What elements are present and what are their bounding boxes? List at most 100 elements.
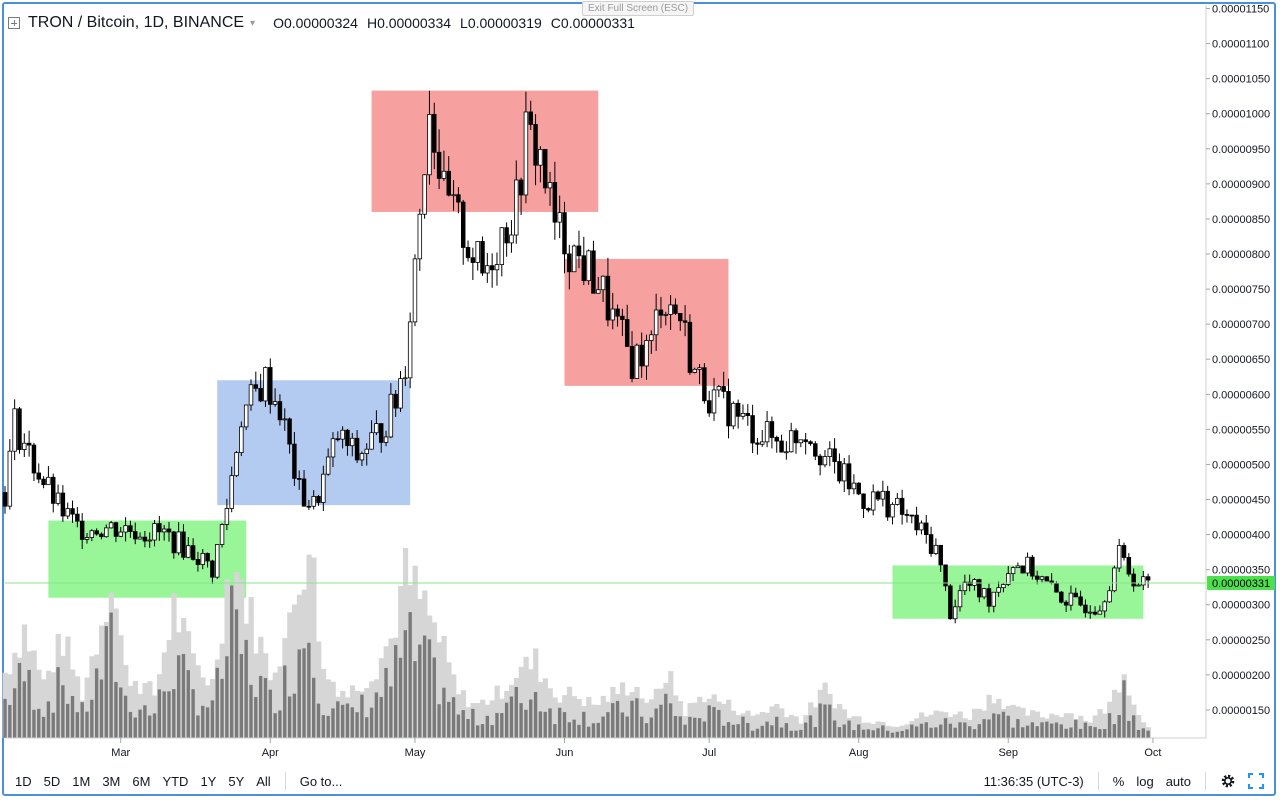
- volume-bar: [832, 720, 837, 738]
- range-1y-button[interactable]: 1Y: [200, 773, 217, 789]
- volume-bar: [813, 727, 818, 738]
- candle-down: [1020, 565, 1025, 574]
- goto-button[interactable]: Go to...: [299, 773, 343, 789]
- candle-down: [533, 124, 538, 166]
- volume-bar: [46, 701, 51, 738]
- candle-up: [12, 408, 17, 452]
- candle-up: [364, 448, 369, 455]
- candle-up: [104, 527, 109, 538]
- price-tick-label: 0.00000200: [1212, 670, 1270, 682]
- volume-bar: [461, 710, 465, 738]
- volume-bar-bg: [571, 696, 577, 738]
- volume-bar-bg: [277, 666, 283, 738]
- volume-bar: [673, 716, 678, 738]
- volume-bar: [181, 653, 186, 738]
- auto-toggle[interactable]: auto: [1165, 773, 1191, 789]
- volume-bar-bg: [1063, 713, 1069, 738]
- volume-bar: [712, 707, 716, 738]
- volume-bar: [775, 716, 779, 738]
- volume-bar: [1049, 723, 1054, 738]
- volume-bar: [41, 716, 46, 738]
- volume-bar: [644, 723, 649, 738]
- volume-bar-bg: [851, 716, 857, 738]
- candle-down: [335, 438, 341, 441]
- candle-up: [538, 149, 543, 166]
- range-ytd-button[interactable]: YTD: [162, 773, 189, 789]
- volume-bar-bg: [1136, 715, 1142, 738]
- price-chart[interactable]: 0.00001150 0.00001100 0.00001050 0.00001000…: [0, 0, 1280, 768]
- candle-down: [489, 265, 495, 271]
- range-1m-button[interactable]: 1M: [72, 773, 91, 789]
- volume-bar: [1107, 713, 1112, 738]
- volume-bar: [548, 708, 552, 738]
- volume-bar: [413, 661, 417, 738]
- volume-bar-bg: [118, 635, 124, 738]
- fullscreen-icon[interactable]: [1242, 773, 1270, 789]
- range-6m-button[interactable]: 6M: [132, 773, 151, 789]
- candle-down: [899, 497, 905, 515]
- log-toggle[interactable]: log: [1136, 773, 1154, 789]
- candle-up: [716, 386, 722, 391]
- candle-down: [914, 514, 919, 531]
- volume-bar: [1069, 727, 1073, 738]
- volume-bar-bg: [36, 669, 42, 738]
- volume-bar: [1093, 727, 1097, 738]
- candle-down: [576, 245, 582, 257]
- volume-bar: [292, 693, 297, 738]
- volume-bar: [283, 665, 287, 738]
- volume-bar: [258, 675, 263, 738]
- candle-up: [1097, 610, 1103, 615]
- ohlc-high: H0.00000334: [366, 15, 452, 31]
- candle-down: [2, 492, 8, 507]
- volume-bar: [230, 585, 234, 738]
- candle-up: [22, 442, 27, 450]
- volume-bar: [977, 724, 981, 738]
- symbol-title[interactable]: TRON / Bitcoin, 1D, BINANCE: [28, 14, 245, 31]
- candle-down: [41, 478, 46, 486]
- candle-up: [1039, 576, 1045, 580]
- candle-down: [706, 400, 712, 414]
- volume-bar: [123, 695, 128, 738]
- time-tick-label: Jul: [702, 747, 716, 759]
- candle-up: [1102, 601, 1107, 612]
- price-tick-label: 0.00000250: [1212, 635, 1270, 647]
- volume-bar: [114, 681, 118, 738]
- volume-bar: [138, 709, 142, 738]
- volume-bar: [900, 730, 904, 738]
- clock-timezone[interactable]: 11:36:35 (UTC-3): [983, 773, 1084, 789]
- volume-bar: [760, 725, 764, 738]
- range-all-button[interactable]: All: [256, 773, 271, 789]
- price-axis: 0.00001150 0.00001100 0.00001050 0.00001000…: [1206, 4, 1270, 717]
- volume-bar: [519, 703, 523, 738]
- candle-down: [793, 430, 799, 444]
- volume-bar: [765, 721, 769, 738]
- volume-bar-bg: [364, 687, 370, 738]
- candle-down: [1145, 576, 1151, 581]
- candle-up: [649, 334, 654, 341]
- volume-bar: [905, 729, 909, 738]
- chevron-down-icon[interactable]: ▾: [250, 17, 256, 29]
- volume-bar: [379, 696, 383, 738]
- candle-down: [142, 536, 148, 542]
- volume-bar-bg: [697, 696, 703, 738]
- volume-bar: [1098, 729, 1102, 738]
- volume-bar: [823, 704, 827, 738]
- volume-bar: [201, 705, 205, 738]
- volume-bar-bg: [195, 665, 201, 738]
- volume-bar: [355, 712, 359, 738]
- volume-bar: [1045, 721, 1049, 738]
- candle-up: [764, 421, 770, 443]
- range-1d-button[interactable]: 1D: [15, 773, 32, 789]
- range-5d-button[interactable]: 5D: [43, 773, 61, 789]
- percent-toggle[interactable]: %: [1112, 773, 1125, 789]
- expand-icon[interactable]: [8, 17, 20, 29]
- volume-bar: [895, 731, 899, 738]
- gear-icon[interactable]: [1214, 773, 1242, 789]
- range-3m-button[interactable]: 3M: [102, 773, 121, 789]
- price-tick-label: 0.00000350: [1212, 565, 1270, 577]
- range-5y-button[interactable]: 5Y: [228, 773, 245, 789]
- volume-bar: [919, 723, 924, 738]
- exit-fullscreen-tooltip: Exit Full Screen (ESC): [582, 1, 695, 16]
- volume-bar: [1059, 724, 1063, 738]
- volume-bar: [1025, 725, 1030, 738]
